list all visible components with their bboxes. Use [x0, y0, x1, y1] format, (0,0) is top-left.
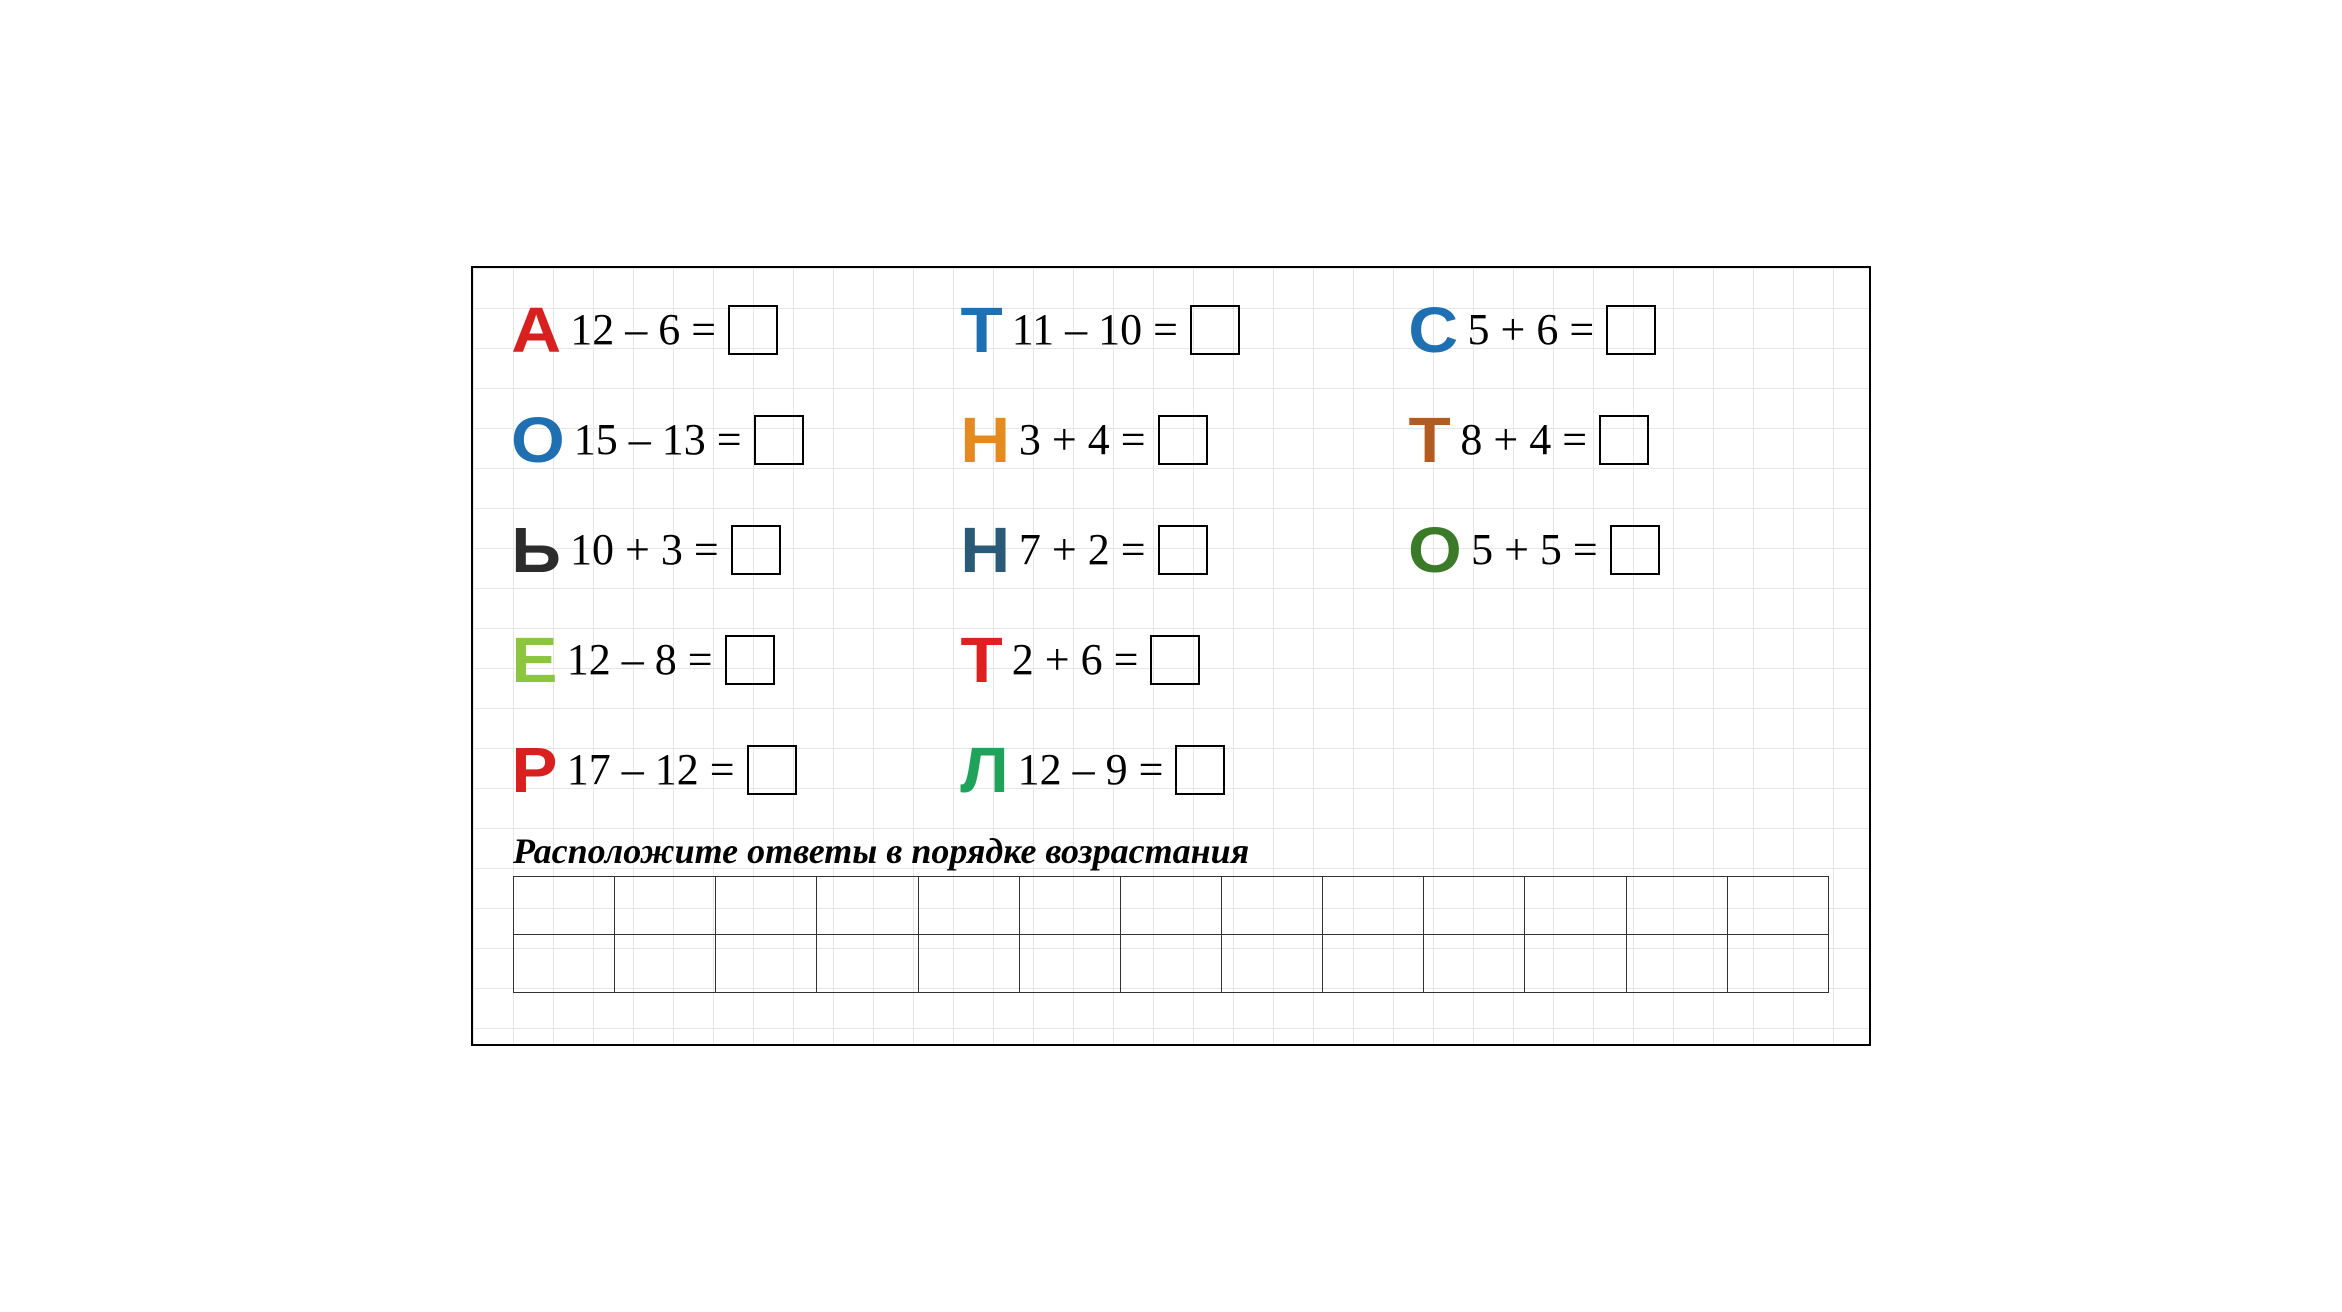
empty-cell	[1410, 738, 1829, 802]
answer-box[interactable]	[1606, 305, 1656, 355]
problem-expression: 2 + 6 =	[1012, 638, 1139, 682]
problem-letter: Т	[1409, 408, 1450, 472]
answer-box[interactable]	[728, 305, 778, 355]
answers-cell[interactable]	[716, 877, 817, 935]
problem-expression: 11 – 10 =	[1012, 308, 1178, 352]
problem-item: Н3 + 4 =	[962, 408, 1381, 472]
answers-cell[interactable]	[817, 877, 918, 935]
problem-item: Т8 + 4 =	[1410, 408, 1829, 472]
answer-box[interactable]	[725, 635, 775, 685]
problem-expression: 7 + 2 =	[1019, 528, 1146, 572]
answers-cell[interactable]	[1120, 935, 1221, 993]
problem-item: Ь10 + 3 =	[513, 518, 932, 582]
answer-box[interactable]	[747, 745, 797, 795]
problem-expression: 10 + 3 =	[570, 528, 719, 572]
problem-letter: С	[1409, 298, 1458, 362]
answers-cell[interactable]	[1323, 877, 1424, 935]
problem-item: Е12 – 8 =	[513, 628, 932, 692]
answers-row	[514, 877, 1829, 935]
instruction-text: Расположите ответы в порядке возрастания	[513, 830, 1829, 872]
answers-cell[interactable]	[1019, 877, 1120, 935]
answers-cell[interactable]	[1424, 935, 1525, 993]
answers-cell[interactable]	[918, 935, 1019, 993]
answer-box[interactable]	[1175, 745, 1225, 795]
answers-cell[interactable]	[1525, 877, 1626, 935]
problem-item: Т2 + 6 =	[962, 628, 1381, 692]
problem-expression: 12 – 9 =	[1018, 748, 1164, 792]
problem-item: С5 + 6 =	[1410, 298, 1829, 362]
problem-letter: Е	[511, 628, 556, 692]
empty-cell	[1410, 628, 1829, 692]
problem-expression: 17 – 12 =	[567, 748, 735, 792]
problem-letter: Т	[960, 298, 1001, 362]
problem-letter: Н	[960, 408, 1009, 472]
answers-cell[interactable]	[514, 935, 615, 993]
answer-box[interactable]	[1190, 305, 1240, 355]
problem-expression: 12 – 6 =	[570, 308, 716, 352]
problem-expression: 5 + 5 =	[1471, 528, 1598, 572]
problem-letter: Н	[960, 518, 1009, 582]
answer-box[interactable]	[1150, 635, 1200, 685]
answers-cell[interactable]	[1323, 935, 1424, 993]
answer-box[interactable]	[1158, 415, 1208, 465]
problem-item: О15 – 13 =	[513, 408, 932, 472]
answers-cell[interactable]	[1626, 935, 1727, 993]
problem-item: Л12 – 9 =	[962, 738, 1381, 802]
answers-cell[interactable]	[1424, 877, 1525, 935]
answer-box[interactable]	[1610, 525, 1660, 575]
answers-cell[interactable]	[514, 877, 615, 935]
problem-letter: О	[1408, 518, 1461, 582]
answers-cell[interactable]	[918, 877, 1019, 935]
answers-cell[interactable]	[1221, 935, 1322, 993]
answer-box[interactable]	[1158, 525, 1208, 575]
problems-grid: А12 – 6 =Т11 – 10 =С5 + 6 =О15 – 13 =Н3 …	[513, 298, 1829, 802]
answers-cell[interactable]	[1221, 877, 1322, 935]
problem-letter: О	[511, 408, 564, 472]
answers-cell[interactable]	[716, 935, 817, 993]
answers-table	[513, 876, 1829, 993]
problem-item: Р17 – 12 =	[513, 738, 932, 802]
answers-row	[514, 935, 1829, 993]
problem-letter: Ь	[511, 518, 560, 582]
answers-cell[interactable]	[1525, 935, 1626, 993]
problem-expression: 5 + 6 =	[1468, 308, 1595, 352]
problem-expression: 15 – 13 =	[574, 418, 742, 462]
answers-cell[interactable]	[1626, 877, 1727, 935]
problem-item: Т11 – 10 =	[962, 298, 1381, 362]
problem-expression: 12 – 8 =	[567, 638, 713, 682]
answers-cell[interactable]	[1019, 935, 1120, 993]
problem-expression: 3 + 4 =	[1019, 418, 1146, 462]
problem-letter: Т	[960, 628, 1001, 692]
answers-cell[interactable]	[1727, 877, 1828, 935]
worksheet-frame: А12 – 6 =Т11 – 10 =С5 + 6 =О15 – 13 =Н3 …	[471, 266, 1871, 1046]
answers-cell[interactable]	[1120, 877, 1221, 935]
answers-cell[interactable]	[817, 935, 918, 993]
answers-cell[interactable]	[615, 877, 716, 935]
answer-box[interactable]	[754, 415, 804, 465]
problem-letter: А	[511, 298, 560, 362]
problem-expression: 8 + 4 =	[1460, 418, 1587, 462]
answers-cell[interactable]	[1727, 935, 1828, 993]
answer-box[interactable]	[1599, 415, 1649, 465]
problem-letter: Р	[511, 738, 556, 802]
problem-item: Н7 + 2 =	[962, 518, 1381, 582]
problem-item: О5 + 5 =	[1410, 518, 1829, 582]
problem-letter: Л	[960, 738, 1007, 802]
answers-cell[interactable]	[615, 935, 716, 993]
problem-item: А12 – 6 =	[513, 298, 932, 362]
answer-box[interactable]	[731, 525, 781, 575]
